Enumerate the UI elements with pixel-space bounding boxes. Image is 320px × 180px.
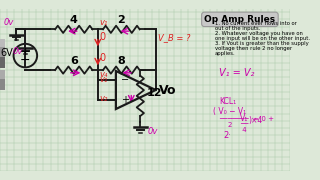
Text: v₄: v₄ [100,70,108,79]
Text: 4: 4 [70,15,78,25]
Bar [0,47,5,57]
Bar [0,39,5,47]
Text: 3. If Vout is greater than the supply: 3. If Vout is greater than the supply [215,41,308,46]
Text: KCL₁: KCL₁ [219,97,236,106]
Text: 4: 4 [240,127,246,133]
Text: 1. No current ever flows into or: 1. No current ever flows into or [215,21,296,26]
Text: Op Amp Rules: Op Amp Rules [204,15,276,24]
Text: )×4: )×4 [248,116,262,125]
Text: −: − [121,75,130,85]
Text: V₁: V₁ [240,114,248,123]
Text: 6V: 6V [1,48,14,58]
Text: 0v: 0v [13,47,23,56]
Text: V_B = ?: V_B = ? [158,33,191,42]
Text: 8: 8 [117,56,125,66]
Text: 2·: 2· [224,131,231,140]
Text: v₁: v₁ [100,75,108,84]
Text: ( V₀ − V₁: ( V₀ − V₁ [213,107,246,116]
Text: v₁: v₁ [100,18,108,27]
Text: 0v: 0v [4,18,14,27]
Text: 6: 6 [70,56,78,66]
Text: one input will be on the other input.: one input will be on the other input. [215,36,309,41]
Text: voltage then rule 2 no longer: voltage then rule 2 no longer [215,46,292,51]
Bar [0,76,5,90]
Text: 0: 0 [100,53,106,63]
Text: applies.: applies. [215,51,235,56]
Text: out of the inputs.: out of the inputs. [215,26,260,31]
Text: Vo: Vo [159,84,177,96]
Text: 2: 2 [117,15,125,25]
Text: 2. Whatever voltage you have on: 2. Whatever voltage you have on [215,31,302,36]
Text: 0: 0 [100,32,106,42]
Text: +: + [21,47,30,57]
Bar [0,70,5,79]
Text: 0v: 0v [148,127,158,136]
Text: 12: 12 [147,88,162,98]
Text: ──: ── [240,121,248,127]
Bar [0,50,5,68]
Text: ───────  = 0 +: ─────── = 0 + [219,116,274,122]
Text: v₂: v₂ [100,94,108,103]
Text: −: − [20,54,31,67]
Text: V₁ = V₂: V₁ = V₂ [219,68,254,78]
Text: +: + [121,95,129,105]
Text: 2: 2 [219,122,232,128]
